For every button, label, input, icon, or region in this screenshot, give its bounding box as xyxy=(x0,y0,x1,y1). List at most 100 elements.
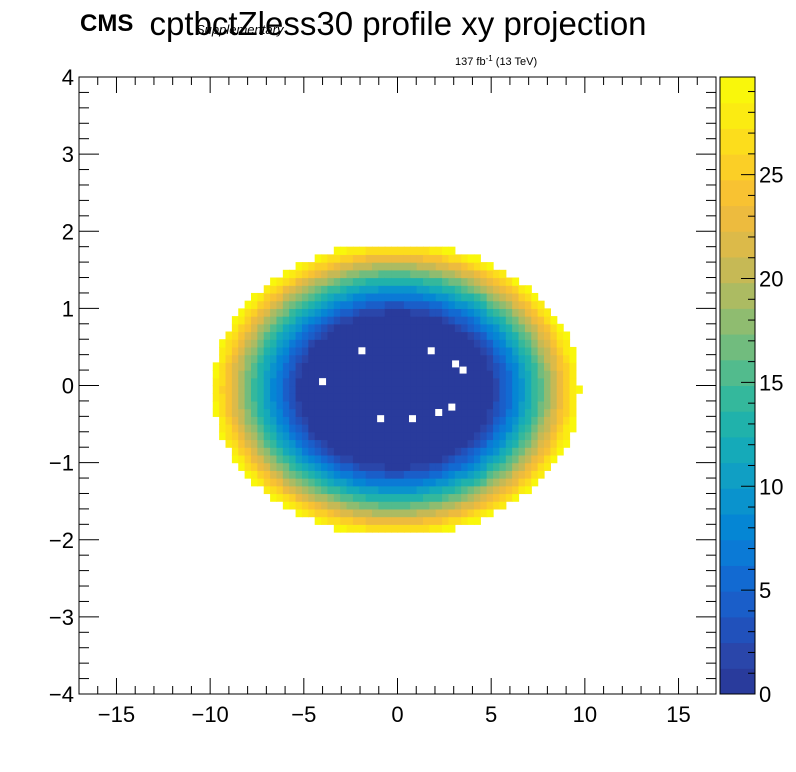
heatmap-cell xyxy=(518,362,526,371)
heatmap-cell xyxy=(403,346,411,356)
heatmap-cell xyxy=(282,292,290,302)
heatmap-cell xyxy=(308,331,316,340)
heatmap-cell xyxy=(314,262,322,271)
heatmap-cell xyxy=(442,447,450,456)
heatmap-cell xyxy=(384,254,392,263)
heatmap-cell xyxy=(416,300,424,309)
heatmap-cell xyxy=(480,478,488,487)
heatmap-cell xyxy=(212,385,220,394)
heatmap-cell xyxy=(524,424,532,433)
heatmap-cell xyxy=(391,277,399,286)
heatmap-cell xyxy=(276,462,284,471)
heatmap-cell xyxy=(467,285,475,294)
heatmap-cell xyxy=(359,331,367,340)
heatmap-cell xyxy=(442,424,450,433)
heatmap-cell xyxy=(505,277,513,286)
heatmap-cell xyxy=(486,370,494,379)
heatmap-cell xyxy=(327,385,335,394)
heatmap-cell xyxy=(340,524,348,533)
heatmap-cell xyxy=(372,462,379,471)
heatmap-cell xyxy=(250,308,258,317)
heatmap-cell xyxy=(301,485,309,495)
heatmap-cell xyxy=(480,285,488,294)
heatmap-cell xyxy=(403,316,411,325)
heatmap-cell xyxy=(448,454,456,464)
heatmap-cell xyxy=(512,424,520,433)
heatmap-cell xyxy=(512,346,520,356)
heatmap-cell xyxy=(473,300,481,309)
heatmap-cell xyxy=(486,408,494,417)
heatmap-cell xyxy=(244,400,252,410)
heatmap-cell xyxy=(384,508,392,518)
heatmap-cell xyxy=(422,516,430,525)
heatmap-cell xyxy=(365,470,373,479)
heatmap-cell xyxy=(365,524,373,533)
heatmap-cell xyxy=(327,478,335,487)
heatmap-cell xyxy=(225,370,233,379)
heatmap-cell xyxy=(384,323,392,333)
heatmap-cell xyxy=(282,354,290,363)
heatmap-cell xyxy=(308,393,316,402)
heatmap-cell xyxy=(282,323,290,333)
heatmap-cell xyxy=(327,269,335,279)
heatmap-cell xyxy=(416,362,424,371)
heatmap-cell xyxy=(250,439,258,448)
heatmap-cell xyxy=(314,431,322,441)
heatmap-cell xyxy=(537,308,545,317)
cms-label: CMS xyxy=(80,10,133,37)
heatmap-cell xyxy=(270,331,278,340)
heatmap-cell xyxy=(257,331,265,340)
palette-swatch xyxy=(720,179,755,207)
heatmap-cell xyxy=(473,508,481,518)
heatmap-cell xyxy=(397,246,405,255)
heatmap-cell xyxy=(416,516,424,525)
heatmap-cell xyxy=(359,393,367,402)
heatmap-cell xyxy=(289,478,297,487)
heatmap-cell xyxy=(372,524,379,533)
heatmap-cell xyxy=(301,292,309,302)
heatmap-cell xyxy=(454,308,462,317)
heatmap-cell xyxy=(308,478,316,487)
heatmap-cell xyxy=(372,493,379,502)
heatmap-cell xyxy=(276,370,284,379)
heatmap-cell xyxy=(524,385,532,394)
heatmap-cell xyxy=(556,393,564,402)
heatmap-cell xyxy=(473,292,481,302)
heatmap-cell xyxy=(301,316,309,325)
heatmap-cell xyxy=(403,424,411,433)
heatmap-cell xyxy=(270,285,278,294)
z-tick-label: 10 xyxy=(759,474,783,499)
heatmap-cell xyxy=(372,362,379,371)
heatmap-cell xyxy=(359,300,367,309)
heatmap-cell xyxy=(544,362,551,371)
heatmap-cell xyxy=(295,346,303,356)
heatmap-cell xyxy=(372,447,379,456)
heatmap-cell xyxy=(473,354,481,363)
heatmap-cell xyxy=(308,316,316,325)
heatmap-cell xyxy=(499,501,507,510)
heatmap-cell xyxy=(422,485,430,495)
heatmap-cell xyxy=(422,462,430,471)
heatmap-cell xyxy=(442,370,450,379)
heatmap-cell xyxy=(531,362,539,371)
heatmap-cell xyxy=(314,254,322,263)
heatmap-cell xyxy=(346,254,354,263)
heatmap-cell xyxy=(372,485,379,495)
heatmap-cell xyxy=(422,262,430,271)
heatmap-cell xyxy=(295,439,303,448)
heatmap-cell xyxy=(461,254,469,263)
heatmap-cell xyxy=(480,416,488,425)
heatmap-cell xyxy=(295,424,303,433)
heatmap-cell xyxy=(340,246,348,255)
heatmap-cell xyxy=(544,323,551,333)
palette-swatch xyxy=(720,205,755,232)
heatmap-cell xyxy=(314,393,322,402)
heatmap-cell xyxy=(212,400,220,410)
heatmap-cell xyxy=(518,470,526,479)
heatmap-cell xyxy=(378,470,386,479)
heatmap-cell xyxy=(321,400,329,410)
heatmap-cell xyxy=(397,362,405,371)
lumi-energy: (13 TeV) xyxy=(493,56,537,68)
heatmap-cell xyxy=(480,431,488,441)
heatmap-cell xyxy=(352,254,360,263)
